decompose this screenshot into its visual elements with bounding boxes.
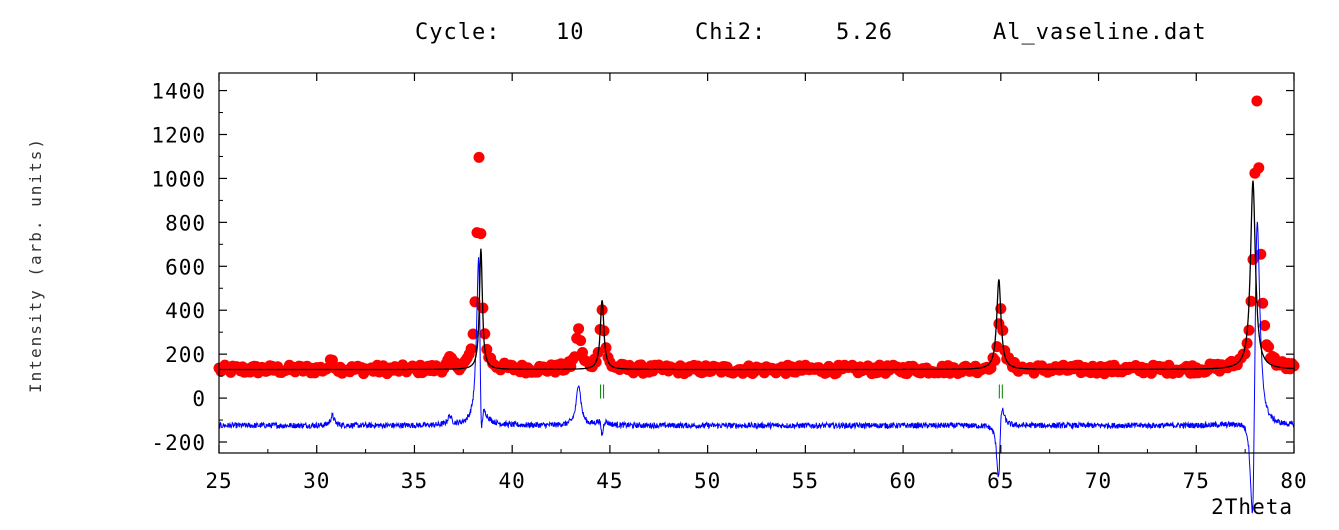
observed-point bbox=[997, 324, 1009, 336]
y-axis-label: Intensity (arb. units) bbox=[26, 137, 45, 393]
observed-point bbox=[575, 335, 587, 347]
observed-point bbox=[465, 343, 477, 355]
x-tick-label: 60 bbox=[889, 469, 916, 493]
calculated-series bbox=[219, 180, 1294, 371]
y-tick-label: 1400 bbox=[151, 80, 206, 104]
observed-point bbox=[1243, 324, 1255, 336]
x-tick-label: 80 bbox=[1280, 469, 1307, 493]
cycle-label: Cycle: bbox=[415, 20, 500, 45]
observed-point bbox=[1241, 337, 1253, 349]
y-tick-label: 0 bbox=[192, 387, 206, 411]
x-tick-label: 40 bbox=[499, 469, 526, 493]
observed-point bbox=[600, 342, 612, 354]
file-name: Al_vaseline.dat bbox=[993, 20, 1207, 45]
y-tick-label: 200 bbox=[165, 343, 206, 367]
observed-point bbox=[1245, 295, 1257, 307]
observed-point bbox=[479, 328, 491, 340]
observed-point bbox=[475, 228, 487, 240]
observed-point bbox=[1251, 95, 1263, 107]
difference-series bbox=[218, 221, 1295, 514]
observed-point bbox=[573, 323, 585, 335]
x-tick-label: 45 bbox=[596, 469, 623, 493]
y-tick-label: 800 bbox=[165, 211, 206, 235]
chi2-label: Chi2: bbox=[695, 20, 766, 45]
observed-point bbox=[1253, 162, 1265, 174]
x-tick-label: 50 bbox=[694, 469, 721, 493]
observed-point bbox=[1257, 297, 1269, 309]
x-tick-label: 70 bbox=[1085, 469, 1112, 493]
observed-point bbox=[596, 304, 608, 316]
x-tick-label: 25 bbox=[205, 469, 232, 493]
x-tick-label: 35 bbox=[401, 469, 428, 493]
observed-point bbox=[1263, 341, 1275, 353]
y-tick-label: 1200 bbox=[151, 124, 206, 148]
y-tick-label: 400 bbox=[165, 299, 206, 323]
observed-point bbox=[1255, 248, 1267, 260]
x-tick-label: 65 bbox=[987, 469, 1014, 493]
x-tick-label: 55 bbox=[792, 469, 819, 493]
chi2-value: 5.26 bbox=[836, 20, 893, 45]
observed-series bbox=[213, 95, 1300, 380]
y-tick-label: -200 bbox=[151, 431, 206, 455]
plot-frame bbox=[218, 72, 1295, 454]
cycle-value: 10 bbox=[556, 20, 585, 45]
y-tick-label: 1000 bbox=[151, 167, 206, 191]
x-tick-label: 30 bbox=[303, 469, 330, 493]
x-tick-label: 75 bbox=[1183, 469, 1210, 493]
plot-layer bbox=[213, 95, 1300, 514]
axis-layer: 25 30 35 40 45 50 55 60 65 70 75 80 -200 0 200 400 600 80… bbox=[151, 72, 1307, 493]
y-tick-label: 600 bbox=[165, 255, 206, 279]
observed-point bbox=[1259, 320, 1271, 331]
observed-point bbox=[473, 151, 485, 163]
